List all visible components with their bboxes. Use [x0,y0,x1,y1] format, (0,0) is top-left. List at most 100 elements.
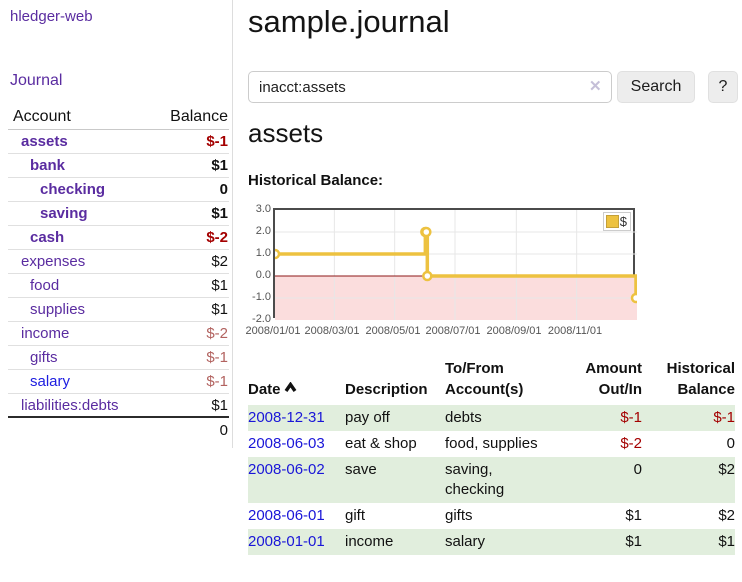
transaction-date-cell: 2008-06-01 [248,503,345,529]
register-row: 2008-06-03 eat & shop food, supplies $-2… [248,431,735,457]
account-balance: $1 [211,396,228,414]
account-row: bank $1 [8,154,229,178]
transaction-accounts: food, supplies [445,435,538,452]
sidebar-account-income[interactable]: income [21,325,70,342]
transaction-description: income [345,529,445,555]
transaction-amount: $1 [625,507,642,524]
sidebar-account-food[interactable]: food [30,277,60,294]
transaction-accounts: saving, checking [445,457,557,503]
date-header-label: Date [248,381,281,398]
column-header-accounts: To/From Account(s) [445,360,524,398]
transaction-date-cell: 2008-12-31 [248,405,345,431]
x-tick: 2008/03/01 [304,325,360,337]
sidebar-account-gifts[interactable]: gifts [30,349,58,366]
register-header-row: Date Description To/From Account(s) Amou… [248,358,735,405]
accounts-tree: Account Balance assets $-1 bank $1 check… [8,104,229,442]
account-row: liabilities:debts $1 [8,394,229,418]
transaction-description: save [345,457,445,503]
transaction-date-cell: 2008-01-01 [248,529,345,555]
account-row: supplies $1 [8,298,229,322]
transaction-description: pay off [345,405,445,431]
chart-plot-area: $ [273,208,637,320]
accounts-header-balance: Balance [170,107,228,125]
account-balance: $2 [211,253,228,270]
x-tick: 2008/11/01 [547,325,603,337]
clear-search-icon[interactable]: ✕ [589,78,602,95]
column-header-description: Description [345,381,428,398]
page-title: sample.journal [248,4,450,39]
transaction-date-link[interactable]: 2008-01-01 [248,533,325,550]
x-tick: 2008/05/01 [365,325,421,337]
sidebar-account-saving[interactable]: saving [40,205,88,222]
sidebar-account-checking[interactable]: checking [40,181,106,198]
transaction-date-cell: 2008-06-03 [248,431,345,457]
transaction-date-link[interactable]: 2008-06-03 [248,435,325,452]
accounts-total-balance: 0 [219,421,228,439]
balance-line-chart [275,210,637,320]
transaction-date-link[interactable]: 2008-06-01 [248,507,325,524]
search-input[interactable] [248,71,612,103]
app-title-link[interactable]: hledger-web [10,8,93,25]
sort-ascending-icon [284,381,296,392]
sidebar-account-expenses[interactable]: expenses [21,253,86,270]
transaction-date-cell: 2008-06-02 [248,457,345,503]
transaction-amount: $-2 [620,435,642,452]
historical-balance-chart: 3.0 2.0 1.0 0.0 -1.0 -2.0 $ 2008/01/01 2… [245,203,652,343]
account-balance: $-1 [206,373,228,390]
account-row: gifts $-1 [8,346,229,370]
sidebar-account-cash[interactable]: cash [30,229,65,246]
transaction-date-link[interactable]: 2008-12-31 [248,409,325,426]
sidebar-account-supplies[interactable]: supplies [30,301,86,318]
x-tick: 2008/09/01 [486,325,542,337]
transaction-description: eat & shop [345,435,417,452]
accounts-header: Account Balance [8,104,229,130]
account-balance: $-1 [206,349,228,366]
transaction-accounts: debts [445,405,557,431]
chart-title: Historical Balance: [248,172,384,189]
sidebar: hledger-web Journal Account Balance asse… [0,0,233,448]
accounts-header-account: Account [13,107,71,125]
y-tick: 2.0 [255,225,271,237]
account-balance: $-2 [206,325,228,342]
transaction-description: gift [345,507,366,524]
legend-label: $ [619,214,627,229]
account-row: salary $-1 [8,370,229,394]
sidebar-account-salary[interactable]: salary [30,373,71,390]
series-swatch-icon [605,215,619,228]
account-balance: 0 [219,181,228,198]
account-balance: $1 [211,157,228,174]
register-table: Date Description To/From Account(s) Amou… [248,358,735,555]
register-row: 2008-06-01 gift gifts $1 $2 [248,503,735,529]
account-balance: $1 [211,205,228,222]
column-header-amount: Amount Out/In [585,360,642,398]
account-balance: $-2 [206,229,228,246]
y-tick: -1.0 [252,291,271,303]
transaction-accounts: gifts [445,507,473,524]
account-balance: $-1 [206,133,228,150]
register-row: 2008-01-01 income salary $1 $1 [248,529,735,555]
y-tick: 0.0 [255,269,271,281]
transaction-amount: $1 [557,529,642,555]
column-header-date[interactable]: Date [248,358,345,405]
register-row: 2008-12-31 pay off debts $-1 $-1 [248,405,735,431]
transaction-amount: $-1 [557,405,642,431]
transaction-balance: $1 [642,529,735,555]
search-button[interactable]: Search [617,71,695,103]
help-button[interactable]: ? [708,71,738,103]
transaction-balance: $2 [718,507,735,524]
transaction-date-link[interactable]: 2008-06-02 [248,461,325,478]
account-heading: assets [248,118,324,148]
x-tick: 2008/01/01 [245,325,301,337]
y-tick: 3.0 [255,203,271,215]
sidebar-account-liabilities-debts[interactable]: liabilities:debts [21,396,119,414]
column-header-balance: Historical Balance [666,360,735,398]
sidebar-account-assets[interactable]: assets [21,133,68,150]
transaction-balance: $2 [642,457,735,503]
account-row: checking 0 [8,178,229,202]
search-form: ✕ Search ? [248,71,740,103]
sidebar-account-bank[interactable]: bank [30,157,66,174]
account-row: income $-2 [8,322,229,346]
y-tick: 1.0 [255,247,271,259]
sidebar-item-journal[interactable]: Journal [10,72,63,89]
account-row: expenses $2 [8,250,229,274]
